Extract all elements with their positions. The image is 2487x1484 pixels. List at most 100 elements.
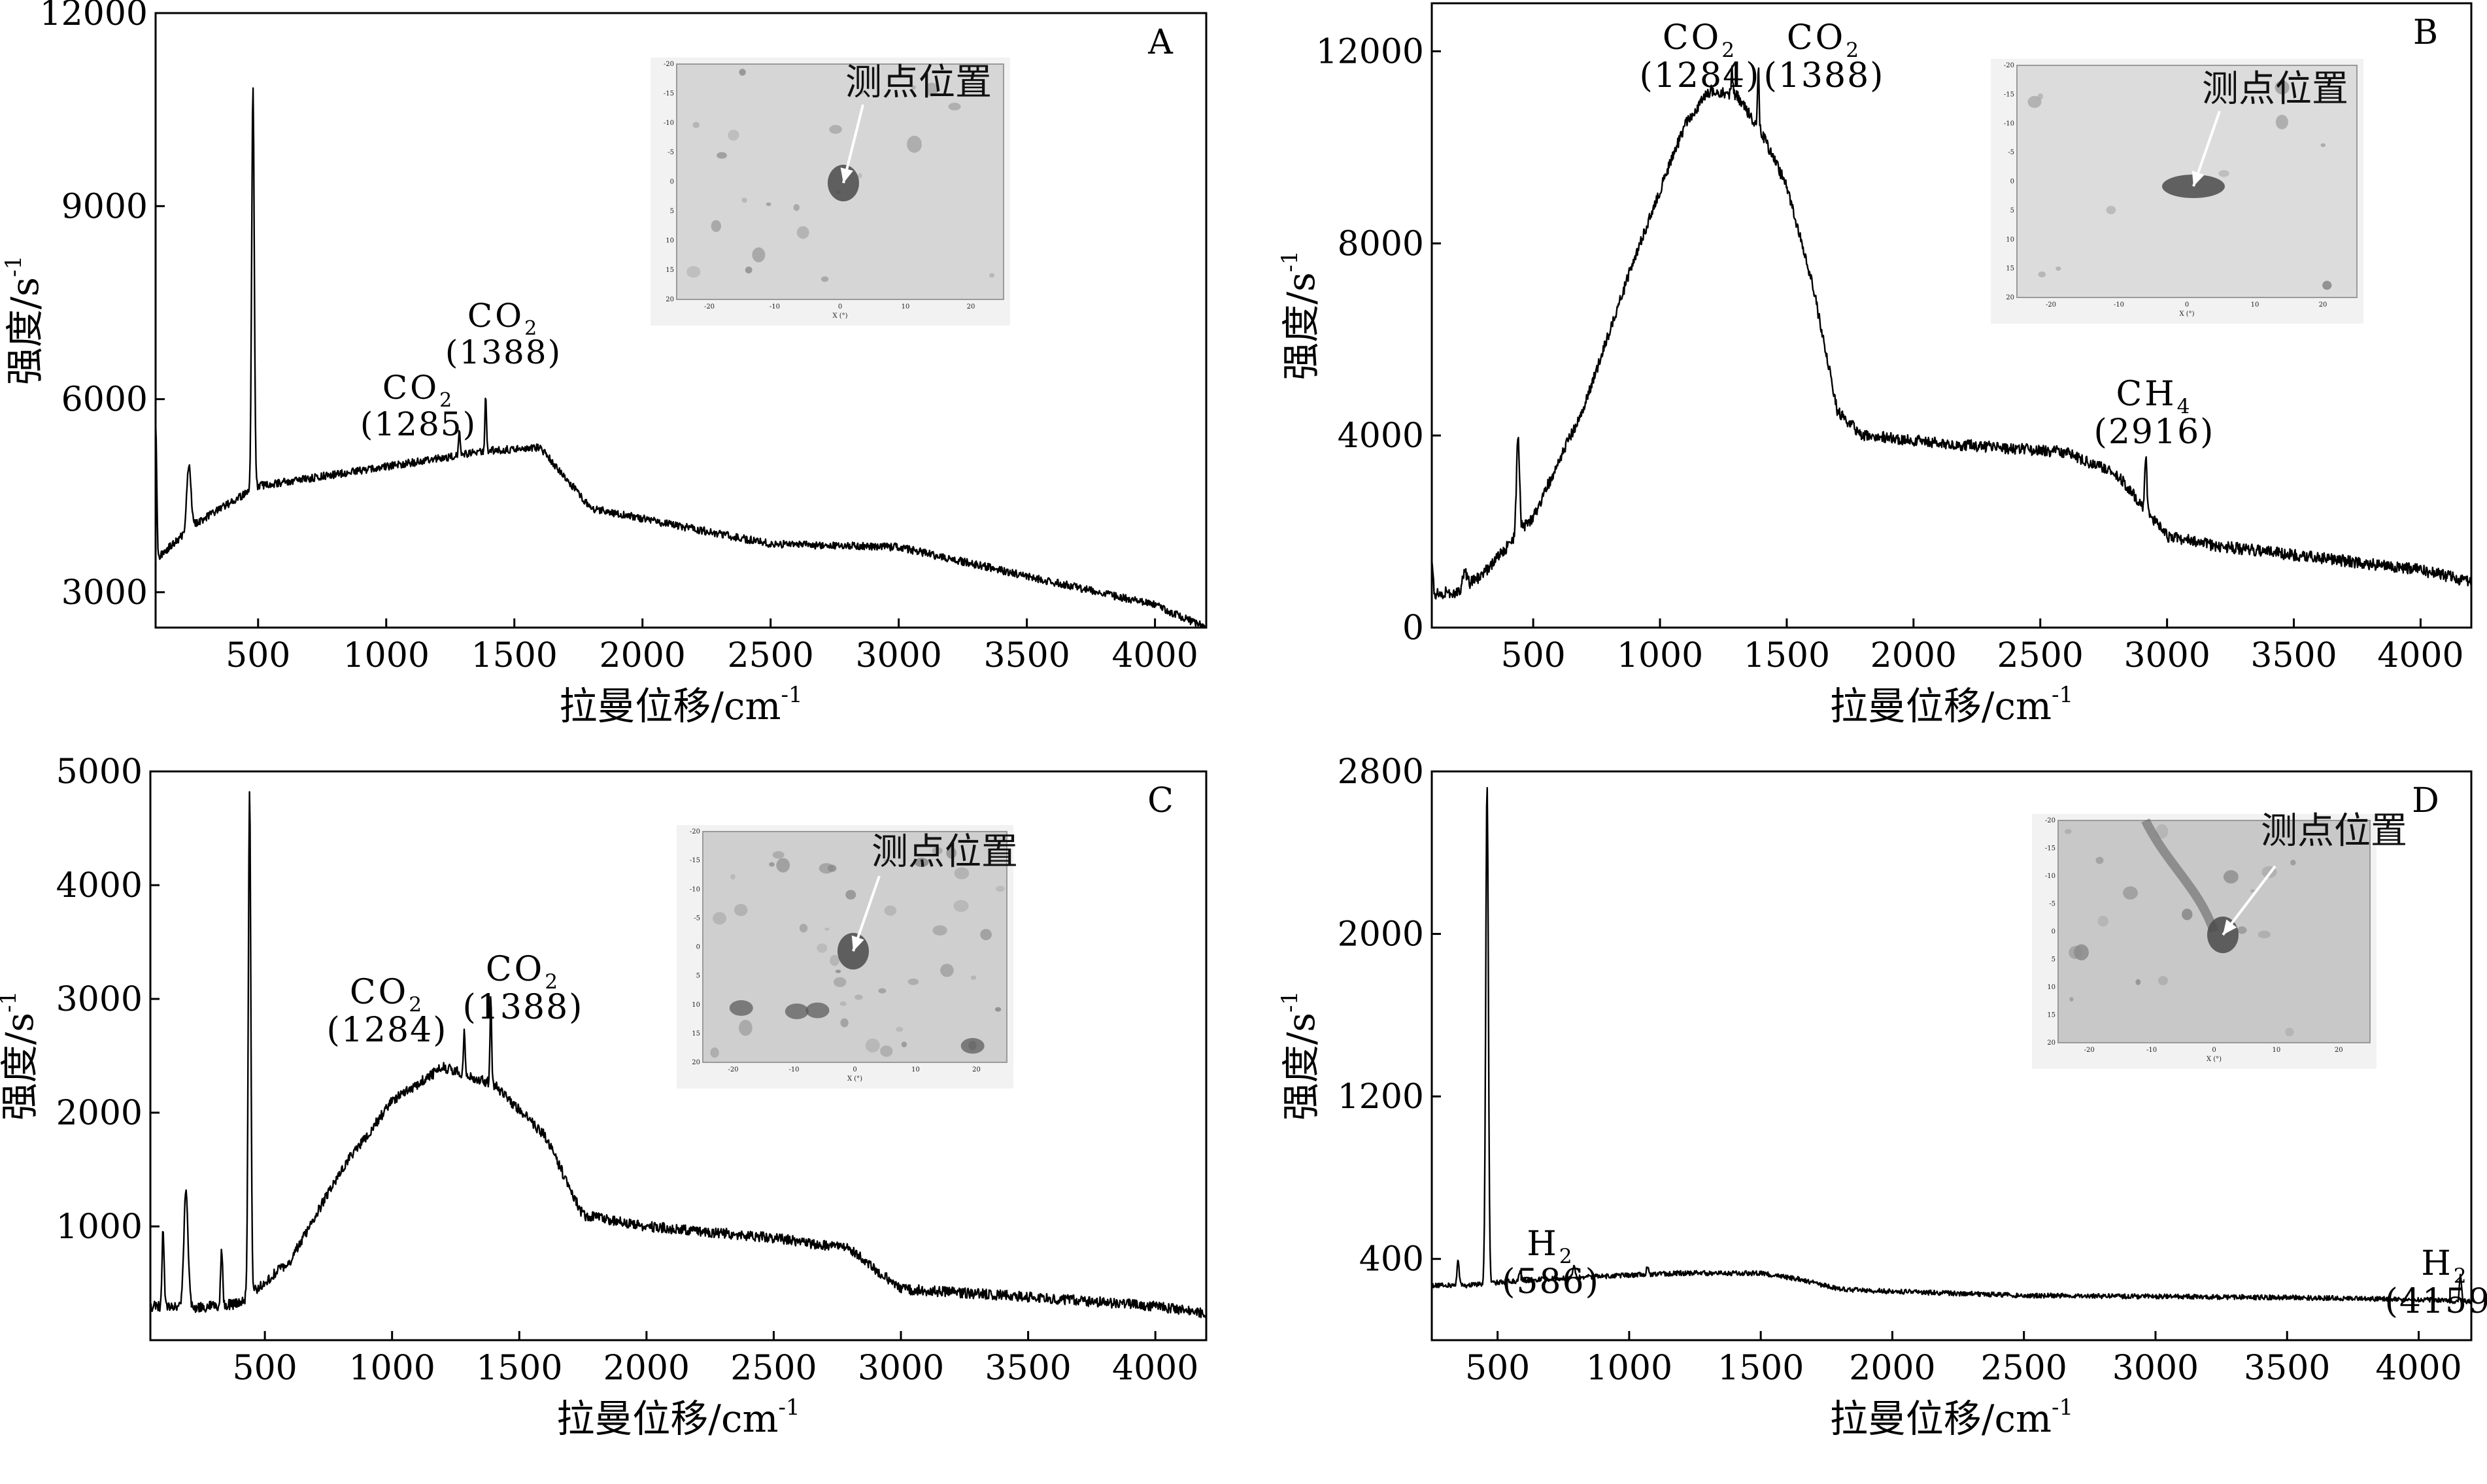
inset-y-tick-label: 15 bbox=[692, 1030, 700, 1037]
x-tick-label: 3500 bbox=[2244, 1349, 2330, 1388]
inset-x-tick-label: 0 bbox=[853, 1066, 856, 1073]
inclusion-blob bbox=[834, 977, 847, 987]
inset-x-axis-title: X (°) bbox=[2207, 1056, 2222, 1063]
inset-y-tick-label: 0 bbox=[696, 944, 700, 951]
plot-frame bbox=[1430, 2, 2473, 629]
y-axis-label: 强度/s-1 bbox=[1277, 250, 1323, 380]
x-axis-label: 拉曼位移/cm-1 bbox=[559, 682, 802, 728]
plot-frame bbox=[149, 770, 1208, 1341]
inclusion-blob bbox=[835, 970, 841, 973]
inclusion-blob bbox=[2157, 976, 2169, 985]
y-axis-label: 强度/s-1 bbox=[1277, 991, 1323, 1121]
inset-x-axis-title: X (°) bbox=[832, 312, 847, 320]
panel-label: C bbox=[1147, 781, 1174, 820]
inset-x-axis-title: X (°) bbox=[847, 1075, 862, 1083]
pointer-arrow-head bbox=[840, 167, 853, 183]
inset-y-tick-label: 5 bbox=[670, 208, 674, 215]
inset-y-tick-label: 5 bbox=[696, 973, 700, 980]
inset-y-tick-label: 0 bbox=[2052, 928, 2056, 936]
x-tick-label: 3500 bbox=[983, 636, 1070, 675]
y-tick-label: 5000 bbox=[56, 752, 143, 792]
spectrum-panel-a: 500 1000 1500 2000 2500 3000 3500 4000300060009… bbox=[1, 0, 1208, 728]
inset-y-tick-label: -10 bbox=[2045, 873, 2056, 880]
crack-feature bbox=[2141, 818, 2219, 934]
y-tick-label: 400 bbox=[1359, 1240, 1424, 1279]
inclusion-blob bbox=[2037, 93, 2043, 100]
inclusion-blob bbox=[953, 900, 969, 912]
inclusion-blob bbox=[960, 1037, 985, 1054]
x-tick-label: 1500 bbox=[1744, 636, 1830, 675]
inclusion-blob bbox=[766, 202, 771, 207]
x-tick-label: 2500 bbox=[1981, 1349, 2067, 1388]
inclusion-blob bbox=[859, 91, 864, 94]
x-tick-label: 3500 bbox=[2250, 636, 2337, 675]
x-tick-label: 4000 bbox=[1111, 636, 1198, 675]
y-tick-label: 3000 bbox=[56, 980, 143, 1019]
plot-frame bbox=[154, 12, 1208, 629]
peak-species-label: H2 bbox=[2421, 1244, 2469, 1288]
inclusion-blob bbox=[772, 851, 785, 859]
micrograph-inset: 测点位置 -20 -10 0 10 20 -20 -15 -10 -5 0 5 10 15 20 X (°) bbox=[2032, 810, 2407, 1069]
inset-y-tick-label: -15 bbox=[2004, 91, 2014, 98]
inclusion-blob bbox=[824, 928, 830, 931]
x-tick-label: 2500 bbox=[1997, 636, 2084, 675]
inset-y-tick-label: -20 bbox=[664, 61, 674, 68]
x-tick-label: 3000 bbox=[858, 1349, 944, 1388]
inclusion-blob bbox=[840, 1018, 849, 1028]
pointer-arrow-head bbox=[851, 935, 864, 951]
panel-label: B bbox=[2413, 13, 2438, 52]
inclusion-blob bbox=[799, 924, 808, 933]
x-tick-label: 2000 bbox=[1849, 1349, 1935, 1388]
inclusion-blob bbox=[858, 173, 862, 178]
y-tick-label: 0 bbox=[1402, 609, 1424, 648]
inclusion-blob bbox=[2038, 271, 2046, 278]
inclusion-blob bbox=[739, 69, 746, 76]
inclusion-blob bbox=[914, 858, 929, 868]
inset-y-tick-label: 0 bbox=[670, 178, 674, 186]
inclusion-blob bbox=[2074, 944, 2089, 960]
inclusion-blob bbox=[745, 266, 753, 274]
inclusion-blob bbox=[739, 1020, 753, 1036]
inclusion-blob bbox=[907, 978, 919, 985]
inclusion-blob bbox=[854, 994, 863, 1000]
inset-x-tick-label: 0 bbox=[838, 303, 842, 311]
x-tick-label: 2500 bbox=[728, 636, 814, 675]
inset-y-tick-label: -5 bbox=[668, 149, 674, 156]
inclusion-blob bbox=[865, 1038, 880, 1053]
peak-wavenumber-label: (1388) bbox=[1764, 56, 1885, 95]
inclusion-blob bbox=[2056, 266, 2061, 271]
x-tick-label: 4000 bbox=[2377, 636, 2463, 675]
inclusion-blob bbox=[946, 847, 956, 859]
inclusion-blob bbox=[940, 964, 954, 977]
inclusion-blob bbox=[769, 862, 775, 867]
peak-wavenumber-label: (4159) bbox=[2385, 1282, 2487, 1321]
x-tick-label: 3000 bbox=[2123, 636, 2210, 675]
peak-wavenumber-label: (1388) bbox=[445, 333, 562, 371]
inset-x-tick-label: -20 bbox=[2046, 301, 2056, 309]
y-tick-label: 6000 bbox=[61, 380, 148, 420]
inset-x-tick-label: 0 bbox=[2212, 1047, 2216, 1054]
inclusion-blob bbox=[686, 266, 701, 278]
inset-x-axis-title: X (°) bbox=[2179, 311, 2194, 318]
inclusion-blob bbox=[925, 82, 938, 97]
inset-y-tick-label: -15 bbox=[690, 857, 700, 864]
x-tick-label: 1500 bbox=[476, 1349, 562, 1388]
inclusion-blob bbox=[994, 1007, 1002, 1012]
x-tick-label: 4000 bbox=[2375, 1349, 2462, 1388]
inclusion-blob bbox=[932, 925, 947, 936]
inset-y-tick-label: -10 bbox=[664, 120, 674, 127]
inclusion-blob bbox=[2290, 860, 2296, 866]
inset-y-tick-label: -10 bbox=[690, 886, 700, 893]
inset-y-tick-label: 10 bbox=[2006, 236, 2014, 243]
y-tick-label: 1000 bbox=[56, 1207, 143, 1247]
x-axis-label: 拉曼位移/cm-1 bbox=[556, 1394, 800, 1441]
peak-wavenumber-label: (1284) bbox=[327, 1011, 448, 1050]
peak-species-label: H2 bbox=[1527, 1224, 1574, 1268]
inset-y-tick-label: 15 bbox=[666, 267, 674, 274]
inset-y-tick-label: -20 bbox=[2004, 62, 2014, 69]
panel-label: D bbox=[2412, 781, 2439, 820]
inclusion-blob bbox=[2106, 205, 2116, 214]
x-tick-label: 500 bbox=[232, 1349, 297, 1388]
y-tick-label: 4000 bbox=[56, 866, 143, 905]
inclusion-blob bbox=[2135, 979, 2141, 985]
